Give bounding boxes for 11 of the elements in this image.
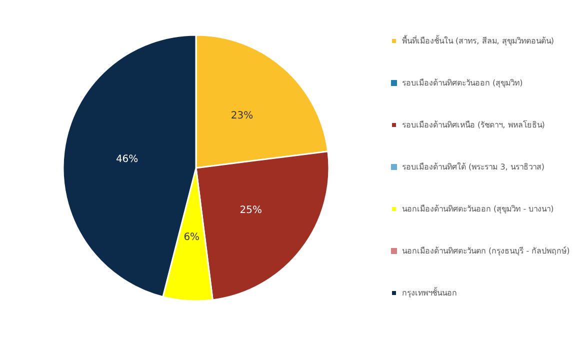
data-label: 46% <box>116 154 138 165</box>
data-label: 25% <box>240 205 262 216</box>
legend-label: พื้นที่เมืองชั้นใน (สาทร, สีลม, สุขุมวิทตอนต้น) <box>402 34 554 46</box>
legend-label: กรุงเทพฯชั้นนอก <box>402 286 457 298</box>
data-label: 23% <box>230 110 254 122</box>
legend-label: รอบเมืองด้านทิศใต้ (พระราม 3, นราธิวาส) <box>402 162 545 172</box>
legend-label: รอบเมืองด้านทิศเหนือ (รัชดาฯ, พหลโยธิน) <box>402 120 545 130</box>
legend-label: นอกเมืองด้านทิศตะวันตก (กรุงธนบุรี - กัลปพฤกษ์) <box>402 246 570 256</box>
legend-label: รอบเมืองด้านทิศตะวันออก (สุขุมวิท) <box>402 78 523 88</box>
legend-label: นอกเมืองด้านทิศตะวันออก (สุขุมวิท - บางนา) <box>402 204 554 214</box>
data-label: 6% <box>184 232 200 243</box>
